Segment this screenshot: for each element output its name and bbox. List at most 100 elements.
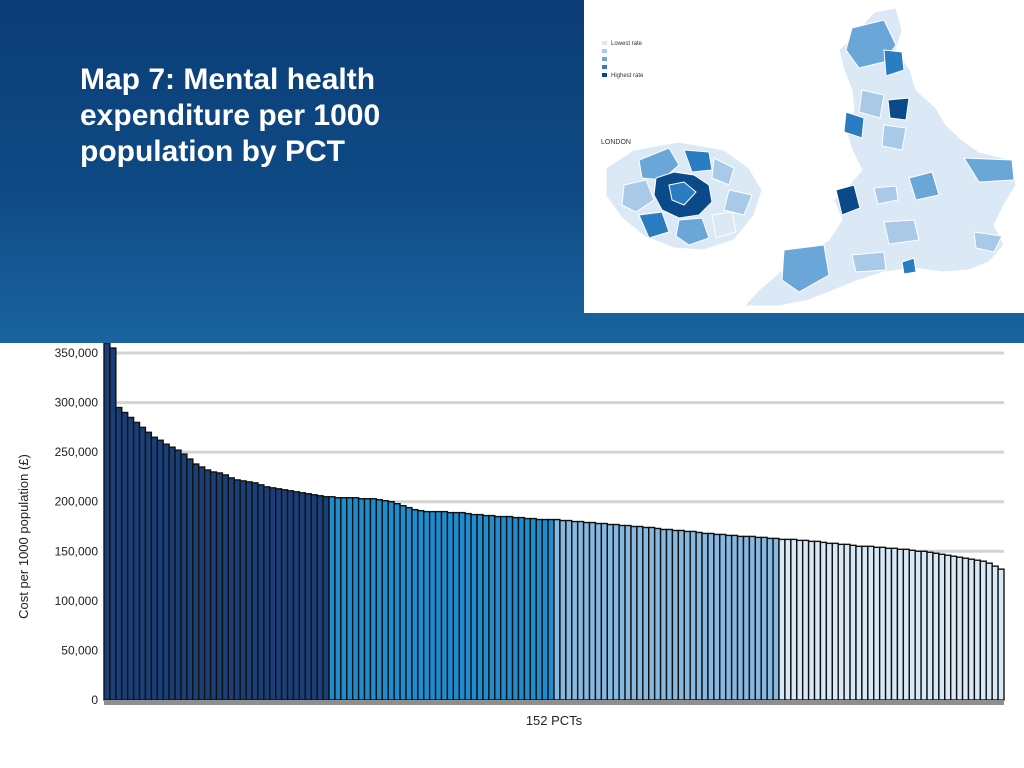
bar — [950, 555, 958, 701]
bar — [251, 482, 259, 701]
bar — [547, 518, 555, 701]
y-tick-label: 100,000 — [55, 594, 99, 608]
slide-title: Map 7: Mental health expenditure per 100… — [80, 63, 381, 168]
bar — [227, 477, 235, 701]
bar — [624, 524, 632, 701]
y-axis-ticks: 0 50,000 100,000 150,000 200,000 250,000 300,0… — [55, 346, 99, 707]
bar — [434, 510, 443, 701]
bar — [790, 538, 798, 701]
bar — [203, 469, 212, 701]
bar — [582, 521, 591, 701]
x-axis-title: 152 PCTs — [526, 713, 583, 728]
bar — [849, 544, 857, 701]
bar — [896, 548, 905, 701]
bar — [115, 406, 123, 701]
bar — [180, 453, 188, 701]
bar — [452, 511, 460, 701]
legend-label-lowest: Lowest rate — [611, 41, 643, 47]
bar — [713, 533, 721, 701]
bar — [659, 528, 668, 701]
bar — [423, 510, 431, 701]
bar — [736, 535, 745, 701]
bar — [801, 539, 810, 701]
london-inset-map — [605, 141, 763, 251]
bar — [505, 515, 514, 701]
bar — [932, 552, 940, 701]
bar — [944, 554, 952, 701]
bar — [837, 543, 845, 701]
bar — [683, 530, 691, 701]
bar — [446, 511, 455, 701]
bar — [784, 538, 792, 701]
bar — [411, 508, 419, 701]
bar — [381, 500, 389, 701]
bar — [476, 513, 484, 701]
bar — [884, 547, 893, 701]
bar — [914, 550, 922, 701]
bar — [121, 411, 129, 701]
bar — [346, 497, 354, 701]
bar — [967, 558, 976, 701]
england-map — [742, 7, 1017, 307]
bar — [754, 536, 762, 701]
bar — [665, 528, 674, 701]
x-axis-line — [104, 700, 1004, 705]
bar — [878, 546, 887, 701]
bar — [269, 487, 277, 701]
bar — [328, 496, 336, 701]
bar — [523, 517, 532, 701]
bar — [813, 540, 822, 701]
bar — [440, 510, 449, 701]
bar — [458, 511, 466, 701]
bar — [257, 484, 265, 701]
bar — [221, 474, 230, 701]
bar — [843, 543, 851, 701]
y-tick-label: 350,000 — [55, 346, 99, 360]
england-pct-map: Lowest rate Highest rate LONDON — [584, 0, 1024, 313]
bar — [292, 491, 301, 701]
bar — [399, 504, 407, 701]
bar — [156, 439, 164, 701]
bar — [955, 556, 964, 701]
bar — [304, 493, 312, 701]
chart-bars — [103, 343, 1005, 701]
y-tick-label: 50,000 — [61, 643, 98, 657]
bar — [529, 517, 537, 701]
bar — [351, 497, 360, 701]
bar — [991, 565, 999, 701]
bar — [340, 497, 348, 701]
bar — [855, 545, 863, 701]
bar — [571, 520, 579, 701]
bar — [138, 426, 147, 701]
legend-label-highest: Highest rate — [611, 73, 644, 79]
bar — [488, 514, 496, 701]
bar — [162, 443, 170, 701]
bar — [369, 498, 378, 701]
bar — [363, 498, 372, 701]
bar — [233, 479, 241, 701]
bar — [938, 553, 946, 701]
bar — [298, 492, 307, 701]
bar — [742, 535, 751, 701]
bar — [310, 494, 318, 701]
bar — [417, 509, 425, 701]
legend-swatch-3 — [602, 57, 607, 61]
bar — [511, 516, 520, 701]
bar — [961, 557, 970, 701]
bar — [553, 518, 561, 701]
bar — [689, 530, 697, 701]
bar — [387, 501, 395, 701]
bar — [245, 481, 253, 701]
bar — [671, 529, 680, 701]
bar — [642, 526, 650, 701]
bar — [725, 534, 733, 701]
bar — [612, 523, 620, 701]
bar — [594, 522, 603, 701]
bar — [186, 458, 194, 701]
bar — [867, 545, 875, 701]
bar — [979, 560, 987, 701]
bar — [375, 499, 383, 701]
y-tick-label: 250,000 — [55, 445, 99, 459]
bar — [831, 542, 839, 701]
bar — [997, 568, 1005, 701]
